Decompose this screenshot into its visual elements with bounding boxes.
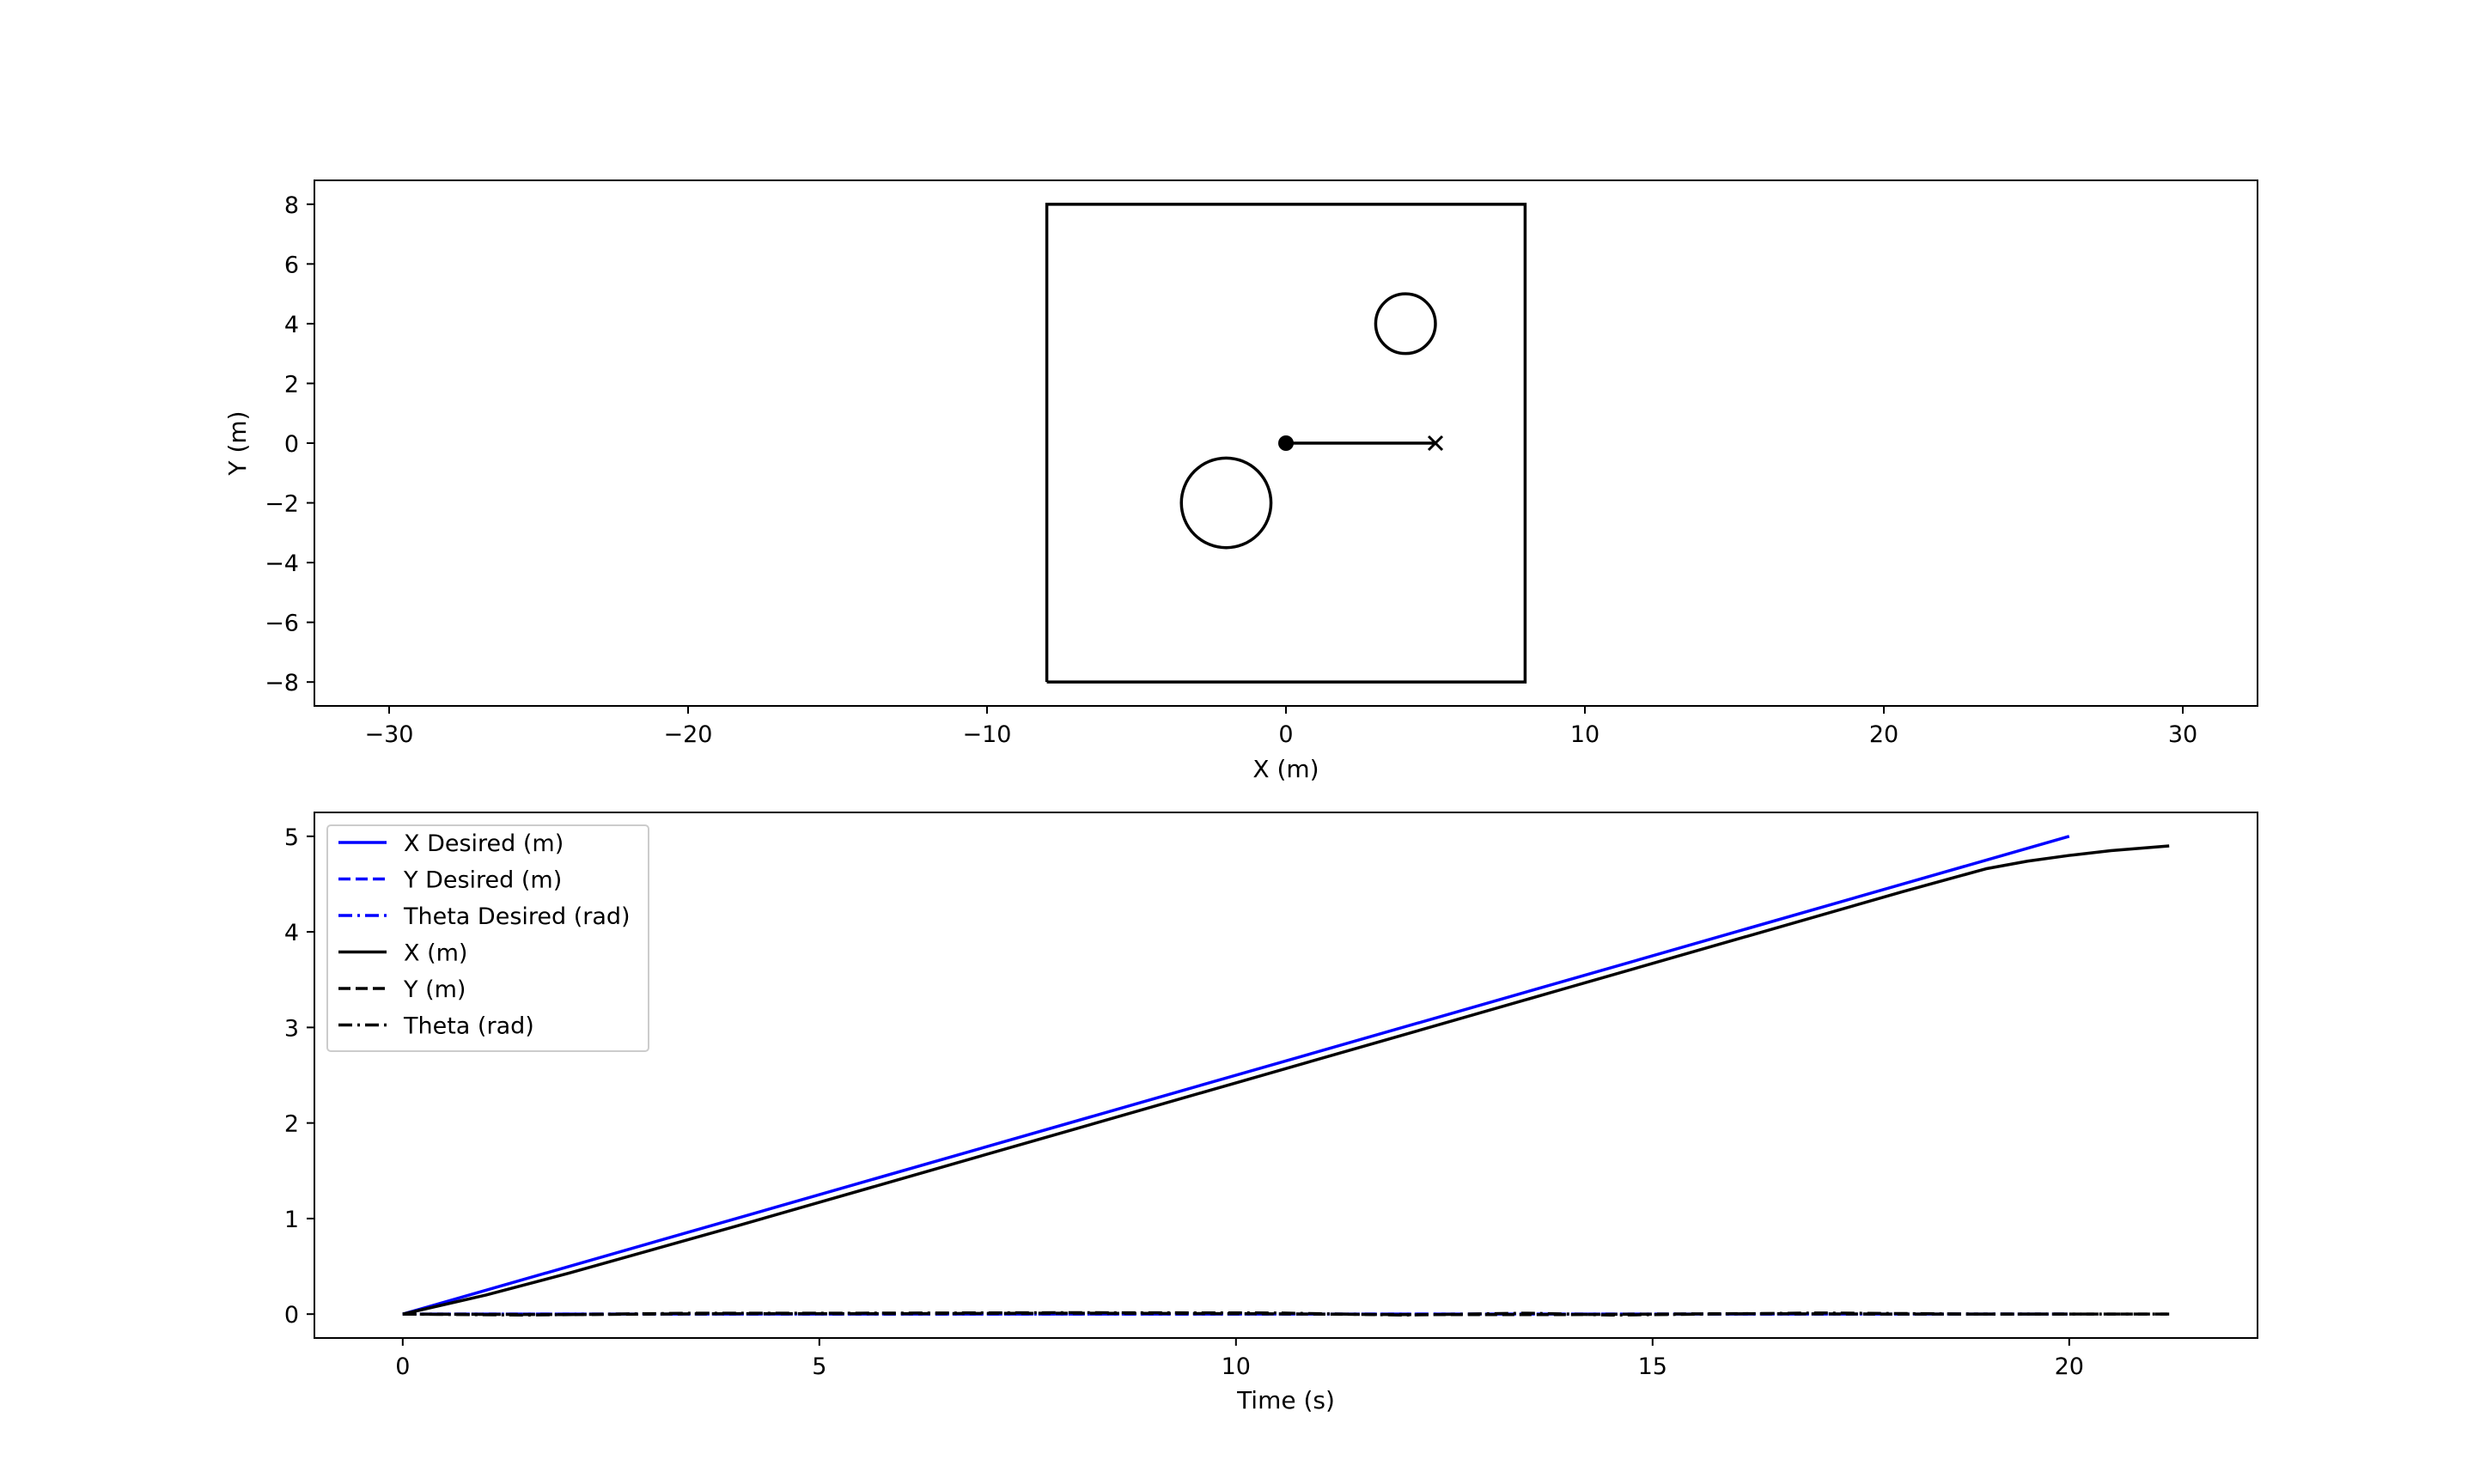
workspace-map-xtick-label: 10 <box>1570 721 1600 748</box>
workspace-map-xtick-label: 20 <box>1869 721 1898 748</box>
legend-label: Y Desired (m) <box>403 867 562 894</box>
legend: X Desired (m) Y Desired (m) Theta Desired … <box>326 824 649 1052</box>
workspace-boundary <box>1045 203 1527 684</box>
legend-label: X (m) <box>404 940 467 967</box>
workspace-map-ytick-label: 4 <box>284 312 299 338</box>
workspace-map-xtick-label: 30 <box>2168 721 2197 748</box>
state-vs-time-xtick-label: 15 <box>1638 1353 1667 1380</box>
legend-label: Y (m) <box>403 976 466 1003</box>
state-vs-time-ytick-label: 0 <box>284 1302 299 1329</box>
state-vs-time-ytick-label: 1 <box>284 1207 299 1233</box>
state-vs-time-xtick-label: 10 <box>1222 1353 1251 1380</box>
state-vs-time-ytick-label: 3 <box>284 1015 299 1042</box>
state-vs-time-xtick-label: 20 <box>2055 1353 2084 1380</box>
workspace-map-ytick-label: 6 <box>284 252 299 278</box>
workspace-map-xtick-label: 0 <box>1278 721 1293 748</box>
state-vs-time-xtick-label: 5 <box>812 1353 826 1380</box>
workspace-map-ytick-label: 0 <box>284 431 299 458</box>
state-vs-time-ytick-label: 4 <box>284 920 299 946</box>
workspace-map-ytick-label: 2 <box>284 371 299 398</box>
workspace-map-ylabel: Y (m) <box>223 411 252 476</box>
series-line-6 <box>402 1311 2170 1317</box>
legend-frame <box>326 824 649 1052</box>
workspace-map-xtick-label: −30 <box>365 721 414 748</box>
state-vs-time-plot: 0 5 10 15 20 0 1 2 3 4 5 Time (s) X Desired (m) Y D… <box>284 812 2258 1414</box>
obstacle-circle <box>1374 292 1437 356</box>
start-marker <box>1278 435 1294 451</box>
legend-label: Theta (rad) <box>403 1013 534 1040</box>
legend-label: Theta Desired (rad) <box>403 903 631 930</box>
workspace-map-xtick-label: −10 <box>963 721 1012 748</box>
state-vs-time-ytick-label: 5 <box>284 824 299 851</box>
workspace-map-ytick-label: −2 <box>265 491 299 518</box>
obstacle-circle <box>1179 456 1273 550</box>
legend-items: X Desired (m) Y Desired (m) Theta Desired … <box>338 830 631 1040</box>
state-vs-time-ytick-label: 2 <box>284 1111 299 1138</box>
state-vs-time-frame <box>314 812 2258 1339</box>
series-line-1 <box>402 835 2070 1316</box>
workspace-map-content <box>1045 203 1527 684</box>
series-line-4 <box>402 844 2170 1316</box>
state-vs-time-xtick-label: 0 <box>395 1353 410 1380</box>
workspace-map-xtick-label: −20 <box>664 721 713 748</box>
workspace-map-ytick-label: −8 <box>265 670 299 696</box>
goal-marker <box>1427 435 1444 452</box>
state-vs-time-content <box>402 835 2170 1317</box>
state-vs-time-xlabel: Time (s) <box>1236 1386 1335 1414</box>
workspace-map-xlabel: X (m) <box>1252 755 1319 783</box>
workspace-map-ytick-label: −6 <box>265 611 299 637</box>
goal-marker-stroke <box>1427 435 1444 452</box>
workspace-map-ytick-label: 8 <box>284 192 299 219</box>
state-vs-time-ticks: 0 5 10 15 20 0 1 2 3 4 5 <box>284 824 2084 1380</box>
legend-label: X Desired (m) <box>404 830 564 857</box>
workspace-map-ytick-label: −4 <box>265 550 299 577</box>
